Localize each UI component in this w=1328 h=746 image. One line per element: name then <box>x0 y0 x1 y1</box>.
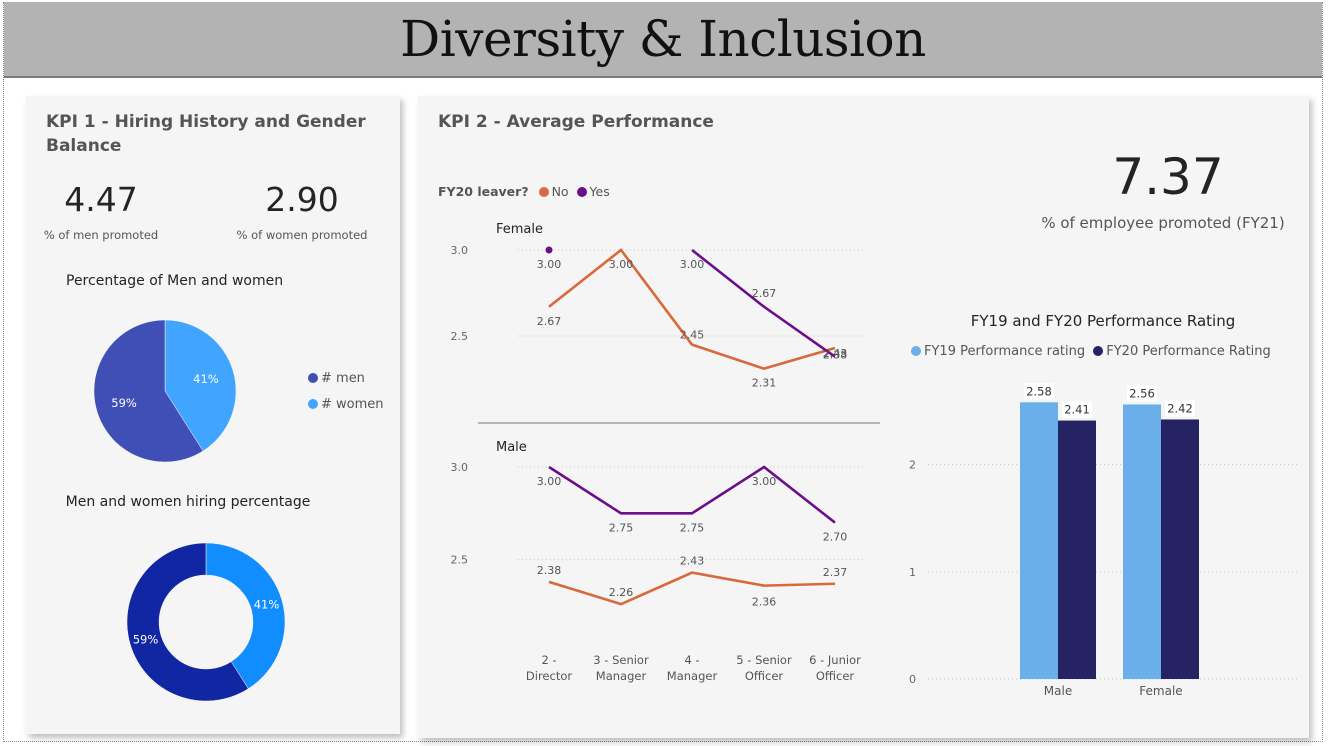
bar-female-fy19 <box>1123 404 1161 679</box>
kpi2-title: KPI 2 - Average Performance <box>438 112 714 132</box>
bar-data-label: 2.58 <box>1026 384 1052 398</box>
performance-line-chart: Female 2.5 3.0 2.67 3.00 2.45 2.31 2.43 3.00 3.00… <box>451 222 880 683</box>
pie-chart-title: Percentage of Men and women <box>66 273 284 289</box>
x-tick-label: 3 - Senior Manager <box>593 653 649 683</box>
bar-y-tick-label: 0 <box>909 673 916 686</box>
leaver-legend-no[interactable]: No <box>551 184 569 199</box>
x-tick-label: 5 - Senior Officer <box>736 653 792 683</box>
bar-label-bg <box>1024 383 1054 400</box>
line-series-male-yes <box>548 465 836 524</box>
line-data-label: 2.36 <box>752 596 777 609</box>
kpi1-panel: KPI 1 - Hiring History and Gender Balanc… <box>26 96 400 734</box>
men-legend-icon <box>308 373 318 383</box>
bar-data-label: 2.42 <box>1167 401 1193 415</box>
women-promoted-value: 2.90 <box>265 180 339 219</box>
bar-y-tick-label: 2 <box>909 459 916 472</box>
line-data-label: 2.75 <box>680 521 705 534</box>
line-data-label: 3.00 <box>680 258 705 271</box>
line-data-label: 2.31 <box>752 377 777 390</box>
line-data-label: 2.45 <box>680 329 705 342</box>
bar-x-tick-label: Male <box>1044 684 1072 698</box>
bar-male-fy19 <box>1020 402 1058 679</box>
employee-promoted-value: 7.37 <box>1112 148 1224 206</box>
x-tick-label: 4 -Manager <box>667 653 718 683</box>
line-data-label: 2.67 <box>537 315 562 328</box>
bar-male-fy20 <box>1058 420 1096 679</box>
pie-legend-men-label: # men <box>321 371 365 386</box>
donut-label-men: 59% <box>133 633 159 647</box>
bar-legend: FY19 Performance rating FY20 Performance… <box>911 344 1271 359</box>
leaver-legend-yes[interactable]: Yes <box>589 184 610 199</box>
line-data-label: 2.26 <box>609 586 634 599</box>
line-point-yes <box>545 246 553 254</box>
fy20-legend-icon <box>1093 346 1104 356</box>
women-legend-icon <box>308 399 318 409</box>
x-tick-label: 6 - Junior Officer <box>809 653 861 683</box>
line-data-label: 3.00 <box>752 475 777 488</box>
fy19-legend-icon <box>911 346 921 356</box>
employee-promoted-label: % of employee promoted (FY21) <box>1041 214 1285 232</box>
line-data-label: 3.00 <box>537 258 562 271</box>
bar-female-fy20 <box>1161 419 1199 679</box>
line-data-label: 2.43 <box>823 347 848 360</box>
gender-pie-chart: 41% 59% 41% 59% <box>93 319 286 702</box>
donut-chart-title: Men and women hiring percentage <box>65 494 311 510</box>
line-series-female-yes <box>691 248 836 358</box>
performance-bar-chart: 0 1 2 2.58 2.41 Male 2.56 2.42 Female <box>909 383 1298 698</box>
pie-label-women: 41% <box>193 372 219 386</box>
pie-slice-men <box>93 319 204 463</box>
line-panel-title-female: Female <box>496 222 543 237</box>
bar-data-label: 2.56 <box>1129 386 1155 400</box>
bar-legend-fy20[interactable]: FY20 Performance Rating <box>1106 344 1271 359</box>
line-data-label: 2.43 <box>680 555 705 568</box>
line-data-label: 2.38 <box>823 349 848 362</box>
y-tick-label: 2.5 <box>451 554 469 567</box>
line-data-label: 2.38 <box>537 564 562 577</box>
title-banner: Diversity & Inclusion <box>4 2 1322 78</box>
kpi2-panel: KPI 2 - Average Performance FY20 leaver?… <box>418 96 1309 738</box>
no-legend-icon <box>538 187 549 197</box>
line-panel-title-male: Male <box>496 440 527 455</box>
yes-legend-icon <box>576 187 587 197</box>
donut-label-women: 41% <box>254 597 280 611</box>
leaver-legend: FY20 leaver? No Yes <box>438 184 610 199</box>
bar-y-tick-label: 1 <box>909 566 916 579</box>
bar-x-tick-label: Female <box>1139 684 1182 698</box>
women-promoted-label: % of women promoted <box>236 228 368 242</box>
bar-label-bg <box>1062 401 1092 418</box>
donut-slice-men <box>126 542 249 702</box>
pie-legend-women-label: # women <box>321 397 384 412</box>
y-tick-label: 3.0 <box>451 461 469 474</box>
men-promoted-label: % of men promoted <box>43 228 159 242</box>
kpi1-title: KPI 1 - Hiring History and Gender Balanc… <box>46 112 366 156</box>
y-tick-label: 2.5 <box>451 330 469 343</box>
line-data-label: 3.00 <box>609 258 634 271</box>
x-tick-label: 2 -Director <box>526 653 572 683</box>
line-data-label: 2.70 <box>823 531 848 544</box>
line-series-male-no <box>548 571 836 606</box>
donut-slice-women <box>205 542 286 690</box>
bar-chart-title: FY19 and FY20 Performance Rating <box>970 312 1236 330</box>
page-title: Diversity & Inclusion <box>400 10 926 68</box>
men-promoted-value: 4.47 <box>64 180 138 219</box>
leaver-legend-title: FY20 leaver? <box>438 184 529 199</box>
line-data-label: 2.67 <box>752 287 777 300</box>
pie-legend-women[interactable]: # women <box>308 397 384 412</box>
y-tick-label: 3.0 <box>451 244 469 257</box>
bar-data-label: 2.41 <box>1064 403 1090 417</box>
bar-legend-fy19[interactable]: FY19 Performance rating <box>924 344 1086 359</box>
line-data-label: 2.37 <box>823 566 848 579</box>
pie-slice-women <box>164 319 237 452</box>
pie-legend-men[interactable]: # men <box>308 371 365 386</box>
pie-label-men: 59% <box>111 396 137 410</box>
line-data-label: 2.75 <box>609 521 634 534</box>
line-data-label: 3.00 <box>537 475 562 488</box>
bar-label-bg <box>1165 400 1195 417</box>
bar-label-bg <box>1127 385 1157 402</box>
line-series-female-no <box>548 248 836 371</box>
